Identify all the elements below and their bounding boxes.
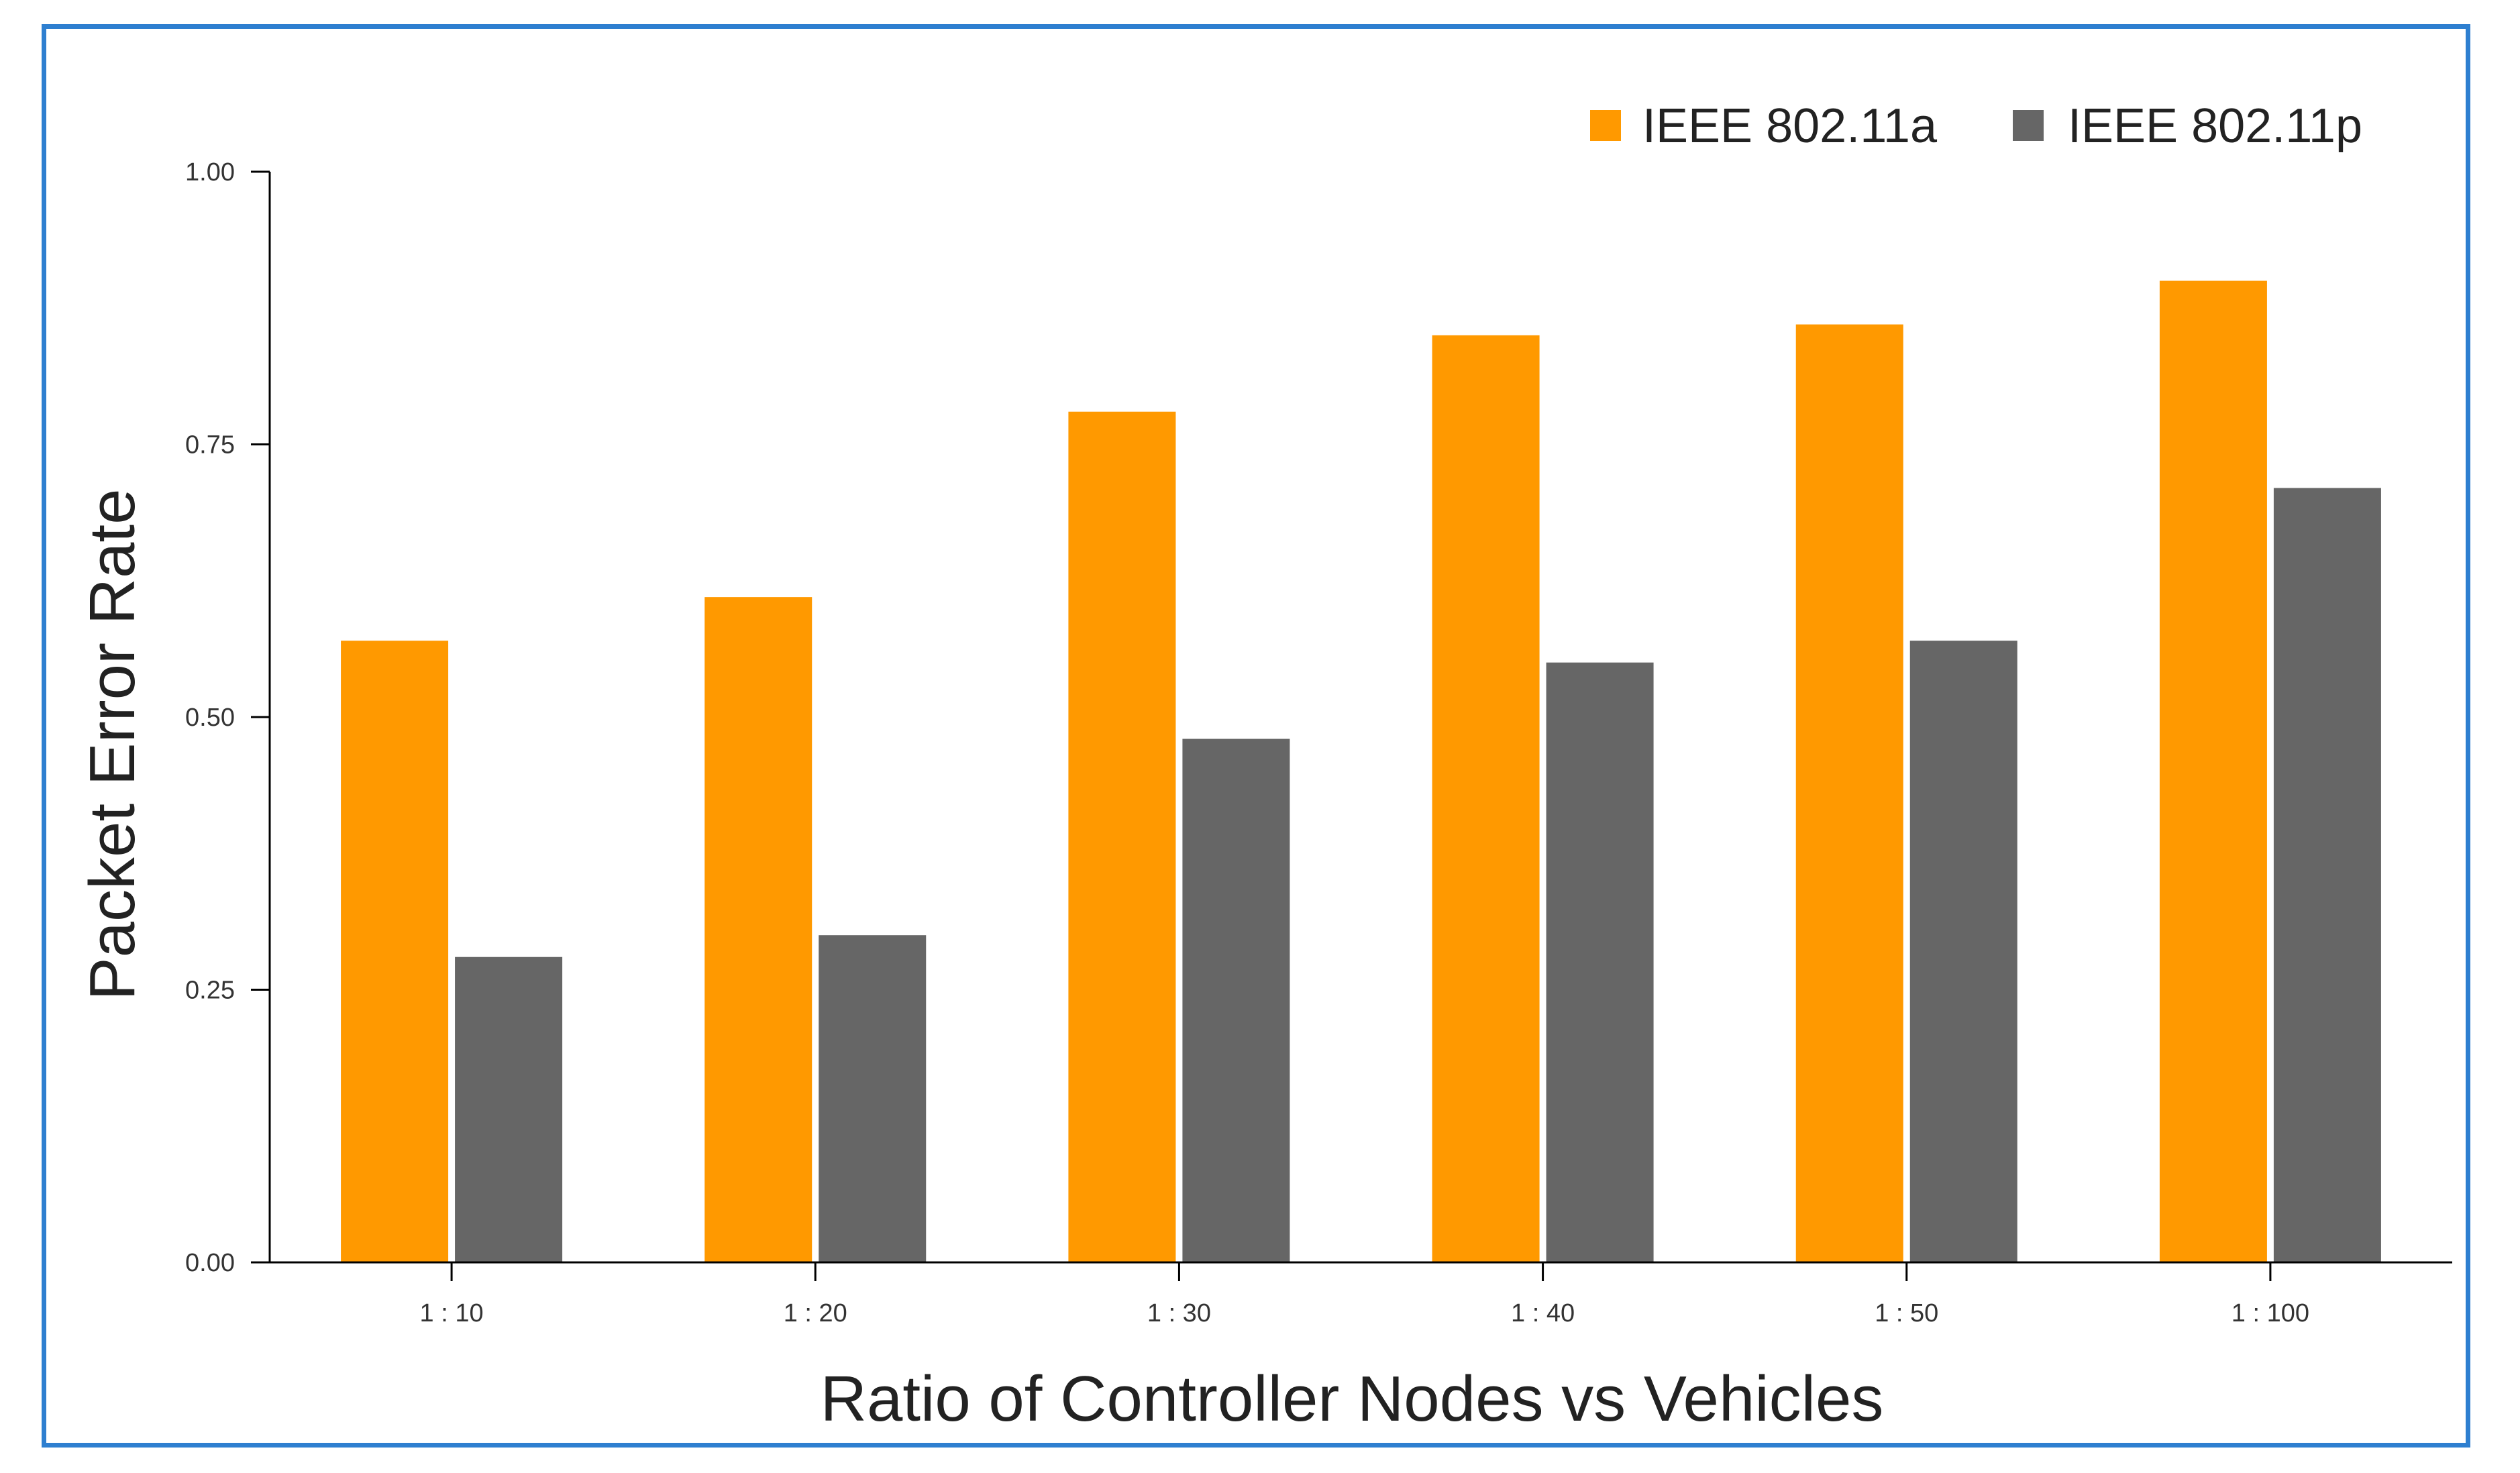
x-axis-ticks: 1 : 10 1 : 20 1 : 30 1 : 40 1 : 50 1 : 100 bbox=[420, 1262, 2309, 1327]
x-tick-label-1: 1 : 20 bbox=[784, 1299, 847, 1327]
bar-802-11p-5 bbox=[2273, 488, 2381, 1262]
bar-802-11p-0 bbox=[455, 957, 563, 1262]
x-tick-label-4: 1 : 50 bbox=[1875, 1299, 1938, 1327]
bar-802-11p-1 bbox=[819, 935, 927, 1262]
bar-802-11a-2 bbox=[1068, 411, 1176, 1262]
y-tick-label-1: 0.25 bbox=[185, 977, 235, 1005]
bar-802-11a-3 bbox=[1432, 335, 1540, 1262]
bar-802-11a-5 bbox=[2159, 280, 2267, 1263]
legend-label-802-11a: IEEE 802.11a bbox=[1642, 99, 1938, 153]
bars-group bbox=[341, 280, 2381, 1263]
bar-802-11a-4 bbox=[1795, 324, 1903, 1262]
x-axis-title: Ratio of Controller Nodes vs Vehicles bbox=[821, 1363, 1884, 1435]
y-tick-label-2: 0.50 bbox=[185, 704, 235, 732]
y-tick-label-3: 0.75 bbox=[185, 431, 235, 459]
bar-802-11p-3 bbox=[1546, 662, 1654, 1262]
y-axis-title: Packet Error Rate bbox=[76, 489, 148, 1001]
x-tick-label-5: 1 : 100 bbox=[2232, 1299, 2309, 1327]
bar-802-11a-0 bbox=[341, 641, 449, 1262]
legend-swatch-802-11p bbox=[2013, 110, 2044, 141]
bar-802-11a-1 bbox=[704, 597, 812, 1262]
y-axis-ticks: 0.00 0.25 0.50 0.75 1.00 bbox=[185, 158, 270, 1277]
x-tick-label-2: 1 : 30 bbox=[1147, 1299, 1211, 1327]
bar-802-11p-2 bbox=[1182, 739, 1290, 1262]
bar-802-11p-4 bbox=[1909, 641, 2017, 1262]
legend-label-802-11p: IEEE 802.11p bbox=[2068, 99, 2362, 153]
legend-swatch-802-11a bbox=[1590, 110, 1621, 141]
y-tick-label-0: 0.00 bbox=[185, 1249, 235, 1277]
y-tick-label-4: 1.00 bbox=[185, 158, 235, 186]
x-tick-label-0: 1 : 10 bbox=[420, 1299, 484, 1327]
x-tick-label-3: 1 : 40 bbox=[1511, 1299, 1575, 1327]
legend: IEEE 802.11a IEEE 802.11p bbox=[1590, 99, 2362, 153]
